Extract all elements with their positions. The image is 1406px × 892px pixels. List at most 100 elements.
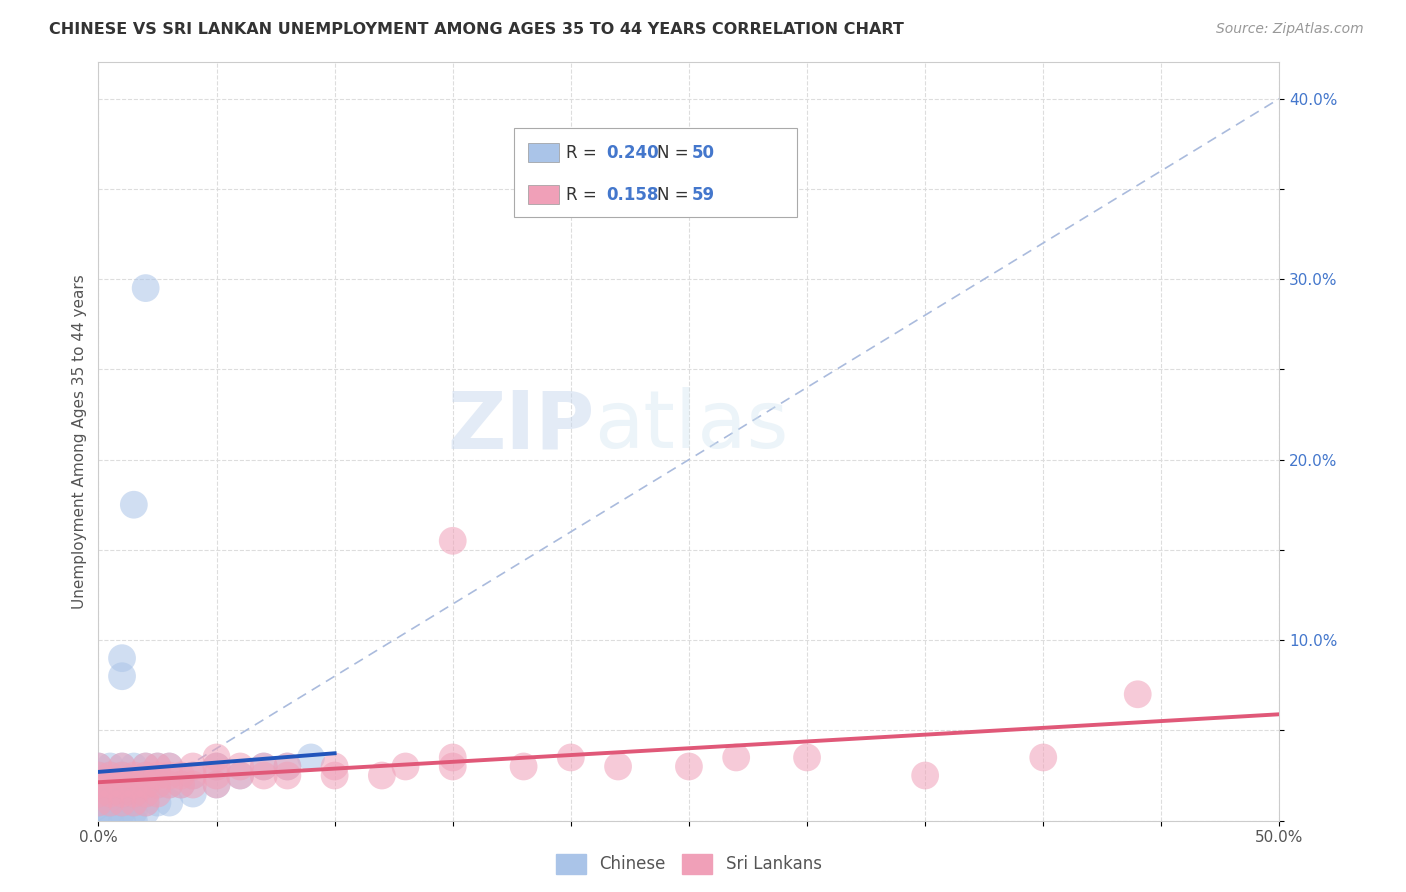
Point [205, 750, 228, 764]
Point [146, 768, 169, 782]
Point [98, 778, 121, 792]
Text: CHINESE VS SRI LANKAN UNEMPLOYMENT AMONG AGES 35 TO 44 YEARS CORRELATION CHART: CHINESE VS SRI LANKAN UNEMPLOYMENT AMONG… [49, 22, 904, 37]
Point [157, 759, 180, 773]
Text: 0.240: 0.240 [606, 144, 659, 161]
Point [122, 778, 145, 792]
Point [146, 787, 169, 801]
Point [122, 805, 145, 819]
Text: R =: R = [565, 186, 602, 203]
Point [87, 759, 110, 773]
Point [323, 759, 346, 773]
Point [146, 778, 169, 792]
Point [122, 768, 145, 782]
Point [98, 768, 121, 782]
Point [135, 787, 157, 801]
Point [135, 281, 157, 295]
Point [1032, 750, 1054, 764]
Point [87, 787, 110, 801]
Point [441, 750, 464, 764]
Point [146, 759, 169, 773]
Text: 0.158: 0.158 [606, 186, 659, 203]
Point [98, 787, 121, 801]
Point [111, 814, 134, 828]
Point [181, 778, 204, 792]
Point [146, 759, 169, 773]
Point [170, 768, 193, 782]
Point [157, 768, 180, 782]
Point [135, 759, 157, 773]
Point [914, 768, 936, 782]
Point [98, 759, 121, 773]
Point [87, 768, 110, 782]
Point [87, 796, 110, 810]
Point [725, 750, 748, 764]
Point [157, 759, 180, 773]
Point [98, 805, 121, 819]
Point [205, 778, 228, 792]
Point [205, 778, 228, 792]
Point [87, 796, 110, 810]
Point [441, 759, 464, 773]
Point [146, 796, 169, 810]
Point [87, 787, 110, 801]
Point [1126, 687, 1149, 701]
Point [111, 768, 134, 782]
Point [299, 750, 322, 764]
Point [512, 759, 534, 773]
Point [607, 759, 630, 773]
Point [122, 498, 145, 512]
Point [111, 778, 134, 792]
Y-axis label: Unemployment Among Ages 35 to 44 years: Unemployment Among Ages 35 to 44 years [72, 274, 87, 609]
Point [111, 778, 134, 792]
Point [170, 778, 193, 792]
Point [87, 759, 110, 773]
Point [253, 759, 276, 773]
Point [276, 768, 298, 782]
Point [276, 759, 298, 773]
Point [98, 768, 121, 782]
Text: ZIP: ZIP [447, 387, 595, 466]
Text: R =: R = [565, 144, 602, 161]
Point [170, 778, 193, 792]
Point [371, 768, 394, 782]
Point [181, 787, 204, 801]
Text: atlas: atlas [595, 387, 789, 466]
Point [135, 759, 157, 773]
Point [205, 759, 228, 773]
Point [276, 759, 298, 773]
Point [135, 796, 157, 810]
Point [229, 759, 252, 773]
Point [111, 759, 134, 773]
Point [87, 778, 110, 792]
Point [122, 787, 145, 801]
Point [323, 768, 346, 782]
Point [111, 768, 134, 782]
Point [796, 750, 818, 764]
Point [122, 759, 145, 773]
Text: N =: N = [657, 144, 693, 161]
Point [122, 796, 145, 810]
Point [135, 768, 157, 782]
Point [111, 759, 134, 773]
Point [441, 533, 464, 548]
Point [122, 796, 145, 810]
Point [98, 796, 121, 810]
Text: N =: N = [657, 186, 693, 203]
Point [111, 787, 134, 801]
Text: 50: 50 [692, 144, 716, 161]
Point [157, 778, 180, 792]
Point [157, 796, 180, 810]
Point [253, 768, 276, 782]
Point [87, 805, 110, 819]
Point [135, 768, 157, 782]
Point [111, 787, 134, 801]
Point [181, 759, 204, 773]
Point [146, 778, 169, 792]
Point [135, 778, 157, 792]
Point [98, 778, 121, 792]
Point [87, 778, 110, 792]
Point [122, 814, 145, 828]
Point [98, 814, 121, 828]
Point [181, 768, 204, 782]
Legend: Chinese, Sri Lankans: Chinese, Sri Lankans [550, 847, 828, 880]
